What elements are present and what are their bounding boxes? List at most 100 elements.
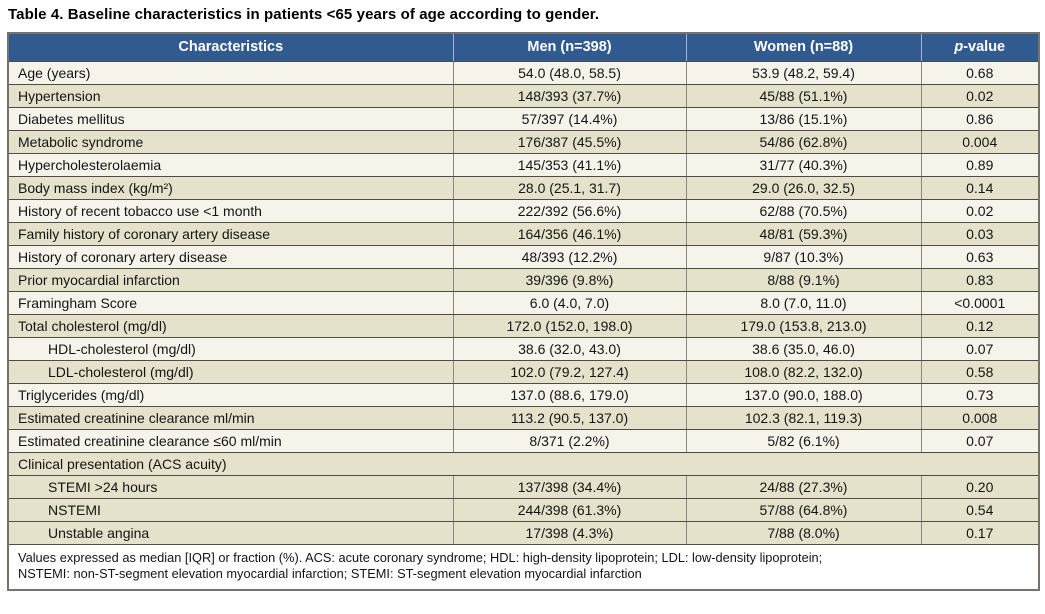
women-value-cell: 24/88 (27.3%): [685, 474, 922, 499]
characteristic-cell: Hypertension: [7, 83, 454, 108]
women-value-cell: 48/81 (59.3%): [685, 221, 922, 246]
table-body: Age (years) 54.0 (48.0, 58.5) 53.9 (48.2, …: [7, 60, 1040, 545]
p-value-cell: 0.83: [920, 267, 1040, 292]
section-row: Clinical presentation (ACS acuity): [7, 451, 1040, 476]
women-value-cell: 45/88 (51.1%): [685, 83, 922, 108]
characteristic-cell: Unstable angina: [7, 520, 454, 545]
p-value-cell: 0.17: [920, 520, 1040, 545]
table-row: HDL-cholesterol (mg/dl) 38.6 (32.0, 43.0)…: [7, 336, 1040, 361]
characteristic-cell: Prior myocardial infarction: [7, 267, 454, 292]
table-row: Age (years) 54.0 (48.0, 58.5) 53.9 (48.2, …: [7, 60, 1040, 85]
men-value-cell: 244/398 (61.3%): [452, 497, 687, 522]
women-value-cell: 57/88 (64.8%): [685, 497, 922, 522]
section-label-cell: Clinical presentation (ACS acuity): [7, 451, 1040, 476]
footnote: Values expressed as median [IQR] or frac…: [8, 543, 1039, 591]
women-value-cell: 179.0 (153.8, 213.0): [685, 313, 922, 338]
p-value-cell: 0.86: [920, 106, 1040, 131]
men-value-cell: 102.0 (79.2, 127.4): [452, 359, 687, 384]
footnote-line-2: NSTEMI: non-ST-segment elevation myocard…: [18, 566, 642, 582]
table-row: Estimated creatinine clearance ≤60 ml/mi…: [7, 428, 1040, 453]
table-row: Prior myocardial infarction 39/396 (9.8%)…: [7, 267, 1040, 292]
table-row: History of coronary artery disease 48/393…: [7, 244, 1040, 269]
men-value-cell: 6.0 (4.0, 7.0): [452, 290, 687, 315]
men-value-cell: 172.0 (152.0, 198.0): [452, 313, 687, 338]
men-value-cell: 28.0 (25.1, 31.7): [452, 175, 687, 200]
men-value-cell: 148/393 (37.7%): [452, 83, 687, 108]
p-value-cell: 0.008: [920, 405, 1040, 430]
p-value-cell: 0.12: [920, 313, 1040, 338]
p-value-suffix: -value: [963, 39, 1006, 56]
characteristic-cell: Body mass index (kg/m²): [7, 175, 454, 200]
women-value-cell: 62/88 (70.5%): [685, 198, 922, 223]
women-value-cell: 8.0 (7.0, 11.0): [685, 290, 922, 315]
p-value-cell: 0.07: [920, 428, 1040, 453]
women-value-cell: 8/88 (9.1%): [685, 267, 922, 292]
women-value-cell: 102.3 (82.1, 119.3): [685, 405, 922, 430]
characteristic-cell: History of coronary artery disease: [7, 244, 454, 269]
women-value-cell: 38.6 (35.0, 46.0): [685, 336, 922, 361]
men-value-cell: 176/387 (45.5%): [452, 129, 687, 154]
characteristic-cell: Metabolic syndrome: [7, 129, 454, 154]
p-value-cell: 0.004: [920, 129, 1040, 154]
table-row: History of recent tobacco use <1 month 22…: [7, 198, 1040, 223]
women-value-cell: 9/87 (10.3%): [685, 244, 922, 269]
p-value-cell: 0.68: [920, 60, 1040, 85]
men-value-cell: 113.2 (90.5, 137.0): [452, 405, 687, 430]
women-value-cell: 31/77 (40.3%): [685, 152, 922, 177]
characteristic-cell: Total cholesterol (mg/dl): [7, 313, 454, 338]
footnote-line-1: Values expressed as median [IQR] or frac…: [18, 549, 823, 565]
p-value-cell: 0.54: [920, 497, 1040, 522]
women-value-cell: 137.0 (90.0, 188.0): [685, 382, 922, 407]
table-row: Total cholesterol (mg/dl) 172.0 (152.0, 1…: [7, 313, 1040, 338]
column-header-men: Men (n=398): [452, 33, 686, 62]
men-value-cell: 137/398 (34.4%): [452, 474, 687, 499]
table-row: Triglycerides (mg/dl) 137.0 (88.6, 179.0)…: [7, 382, 1040, 407]
men-value-cell: 17/398 (4.3%): [452, 520, 687, 545]
p-value-cell: 0.63: [920, 244, 1040, 269]
women-value-cell: 108.0 (82.2, 132.0): [685, 359, 922, 384]
men-value-cell: 39/396 (9.8%): [452, 267, 687, 292]
p-value-cell: 0.89: [920, 152, 1040, 177]
p-value-cell: 0.73: [920, 382, 1040, 407]
table-row: Unstable angina 17/398 (4.3%) 7/88 (8.0%) 0…: [7, 520, 1040, 545]
women-value-cell: 29.0 (26.0, 32.5): [685, 175, 922, 200]
table-row: Body mass index (kg/m²) 28.0 (25.1, 31.7)…: [7, 175, 1040, 200]
men-value-cell: 8/371 (2.2%): [452, 428, 687, 453]
men-value-cell: 222/392 (56.6%): [452, 198, 687, 223]
women-value-cell: 54/86 (62.8%): [685, 129, 922, 154]
table-row: Metabolic syndrome 176/387 (45.5%) 54/86 (…: [7, 129, 1040, 154]
p-value-cell: 0.02: [920, 83, 1040, 108]
p-value-cell: 0.02: [920, 198, 1040, 223]
column-header-women: Women (n=88): [685, 33, 921, 62]
table-row: LDL-cholesterol (mg/dl) 102.0 (79.2, 127.…: [7, 359, 1040, 384]
characteristic-cell: Diabetes mellitus: [7, 106, 454, 131]
p-value-cell: 0.20: [920, 474, 1040, 499]
characteristic-cell: Framingham Score: [7, 290, 454, 315]
p-value-cell: <0.0001: [920, 290, 1040, 315]
table-footer: Values expressed as median [IQR] or frac…: [8, 543, 1039, 591]
characteristic-cell: Hypercholesterolaemia: [7, 152, 454, 177]
men-value-cell: 48/393 (12.2%): [452, 244, 687, 269]
p-value-cell: 0.03: [920, 221, 1040, 246]
characteristic-cell: History of recent tobacco use <1 month: [7, 198, 454, 223]
characteristic-cell: Triglycerides (mg/dl): [7, 382, 454, 407]
men-value-cell: 145/353 (41.1%): [452, 152, 687, 177]
p-value-cell: 0.07: [920, 336, 1040, 361]
characteristic-cell: STEMI >24 hours: [7, 474, 454, 499]
women-value-cell: 7/88 (8.0%): [685, 520, 922, 545]
characteristic-cell: HDL-cholesterol (mg/dl): [7, 336, 454, 361]
men-value-cell: 38.6 (32.0, 43.0): [452, 336, 687, 361]
characteristic-cell: Estimated creatinine clearance ≤60 ml/mi…: [7, 428, 454, 453]
table-row: Diabetes mellitus 57/397 (14.4%) 13/86 (15…: [7, 106, 1040, 131]
table-row: Hypercholesterolaemia 145/353 (41.1%) 31/7…: [7, 152, 1040, 177]
p-value-italic-p: p: [954, 39, 964, 56]
men-value-cell: 164/356 (46.1%): [452, 221, 687, 246]
column-header-characteristics: Characteristics: [8, 33, 453, 62]
characteristic-cell: Family history of coronary artery diseas…: [7, 221, 454, 246]
characteristics-table: Characteristics Men (n=398) Women (n=88)…: [7, 32, 1040, 592]
table-header-row: Characteristics Men (n=398) Women (n=88)…: [8, 33, 1039, 62]
table-row: Framingham Score 6.0 (4.0, 7.0) 8.0 (7.0, …: [7, 290, 1040, 315]
women-value-cell: 13/86 (15.1%): [685, 106, 922, 131]
characteristic-cell: Age (years): [7, 60, 454, 85]
women-value-cell: 5/82 (6.1%): [685, 428, 922, 453]
